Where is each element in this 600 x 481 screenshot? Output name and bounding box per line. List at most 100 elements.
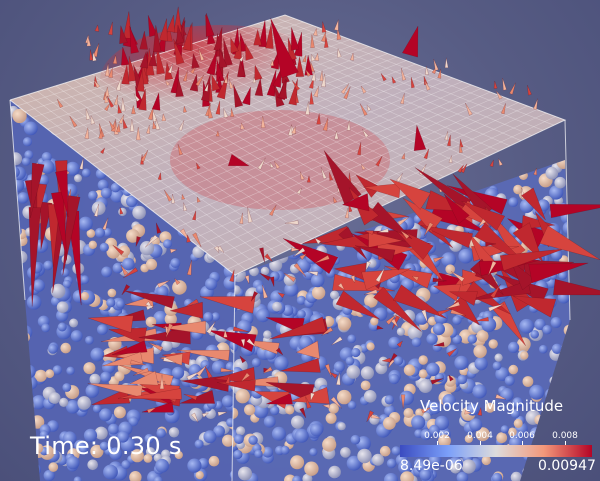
particle-sphere: [360, 380, 371, 391]
velocity-arrow: [460, 163, 468, 174]
velocity-arrow: [376, 325, 385, 330]
particle-sphere: [83, 362, 96, 375]
particle-sphere: [562, 374, 570, 386]
particle-sphere: [357, 448, 372, 464]
velocity-arrow: [92, 52, 97, 62]
particle-sphere: [10, 225, 19, 234]
velocity-arrow: [333, 196, 338, 204]
velocity-arrow: [290, 27, 300, 51]
velocity-arrow: [354, 245, 396, 263]
particle-sphere: [189, 407, 203, 422]
particle-sphere: [60, 268, 70, 277]
velocity-arrow: [173, 38, 185, 65]
particle-sphere: [244, 404, 256, 416]
velocity-arrow: [375, 281, 382, 290]
velocity-arrow: [291, 125, 296, 135]
velocity-arrow: [396, 173, 403, 183]
velocity-arrow: [329, 172, 334, 181]
particle-sphere: [496, 432, 508, 444]
velocity-arrow: [213, 245, 219, 254]
particle-sphere: [400, 471, 415, 481]
velocity-arrow: [324, 36, 329, 48]
velocity-arrow: [380, 73, 387, 82]
particle-sphere: [429, 424, 440, 436]
particle-sphere: [236, 426, 246, 436]
velocity-arrow: [533, 98, 538, 110]
velocity-arrow: [549, 203, 600, 219]
velocity-arrow: [299, 253, 308, 261]
legend-tick-mark: [565, 441, 566, 445]
particle-sphere: [238, 466, 252, 481]
velocity-arrow: [307, 271, 319, 277]
particle-sphere: [522, 376, 534, 387]
particle-sphere: [411, 337, 422, 348]
legend-tick-mark: [437, 441, 438, 445]
particle-sphere: [144, 433, 154, 444]
particle-sphere: [114, 371, 125, 382]
particle-sphere: [153, 310, 168, 326]
velocity-arrow: [433, 341, 445, 347]
velocity-arrow: [211, 74, 221, 92]
particle-sphere: [458, 248, 474, 264]
particle-sphere: [24, 376, 38, 390]
velocity-arrow: [446, 134, 451, 147]
particle-sphere: [403, 364, 416, 376]
velocity-arrow: [104, 63, 110, 77]
velocity-arrow: [138, 88, 147, 111]
particle-sphere: [551, 343, 563, 354]
particle-sphere: [48, 344, 58, 354]
velocity-arrow: [155, 222, 162, 234]
particle-sphere: [208, 455, 220, 467]
velocity-arrow: [423, 148, 430, 160]
velocity-arrow: [487, 303, 505, 312]
particle-sphere: [89, 373, 101, 385]
velocity-arrow: [270, 18, 299, 79]
velocity-arrow: [413, 125, 427, 152]
particle-sphere: [31, 395, 46, 410]
particle-sphere: [170, 378, 180, 388]
particle-sphere: [471, 171, 486, 186]
velocity-arrow: [257, 157, 266, 170]
velocity-arrow: [373, 286, 422, 332]
velocity-arrow: [108, 67, 113, 79]
velocity-arrow: [112, 54, 118, 65]
velocity-arrow: [359, 103, 368, 116]
particle-sphere: [296, 295, 306, 305]
velocity-arrow: [238, 54, 244, 62]
particle-sphere: [78, 216, 93, 231]
velocity-arrow: [275, 347, 284, 356]
particle-sphere: [86, 229, 96, 238]
velocity-arrow: [130, 359, 147, 366]
velocity-arrow: [204, 366, 213, 379]
velocity-arrow: [152, 120, 157, 130]
velocity-arrow: [145, 234, 159, 248]
velocity-arrow: [475, 316, 489, 322]
particle-sphere: [447, 174, 458, 184]
particle-sphere: [10, 466, 18, 479]
velocity-arrow: [50, 191, 68, 261]
particle-sphere: [522, 467, 532, 476]
velocity-arrow: [253, 29, 262, 46]
particle-sphere: [43, 260, 53, 271]
velocity-arrow: [392, 284, 447, 319]
velocity-arrow: [161, 112, 167, 122]
velocity-arrow: [214, 366, 256, 384]
particle-sphere: [330, 290, 339, 300]
particle-sphere: [256, 308, 270, 323]
particle-sphere: [10, 381, 19, 397]
particle-sphere: [396, 327, 405, 336]
velocity-arrow: [102, 217, 109, 231]
particle-sphere: [205, 277, 218, 291]
velocity-arrow: [166, 15, 176, 33]
velocity-arrow: [278, 79, 287, 99]
particle-sphere: [233, 449, 243, 460]
velocity-arrow: [459, 143, 463, 154]
velocity-arrow: [357, 142, 362, 156]
particle-sphere: [419, 468, 432, 481]
velocity-arrow: [321, 403, 330, 409]
particle-sphere: [156, 428, 166, 438]
particle-sphere: [10, 313, 18, 327]
particle-sphere: [69, 318, 79, 328]
